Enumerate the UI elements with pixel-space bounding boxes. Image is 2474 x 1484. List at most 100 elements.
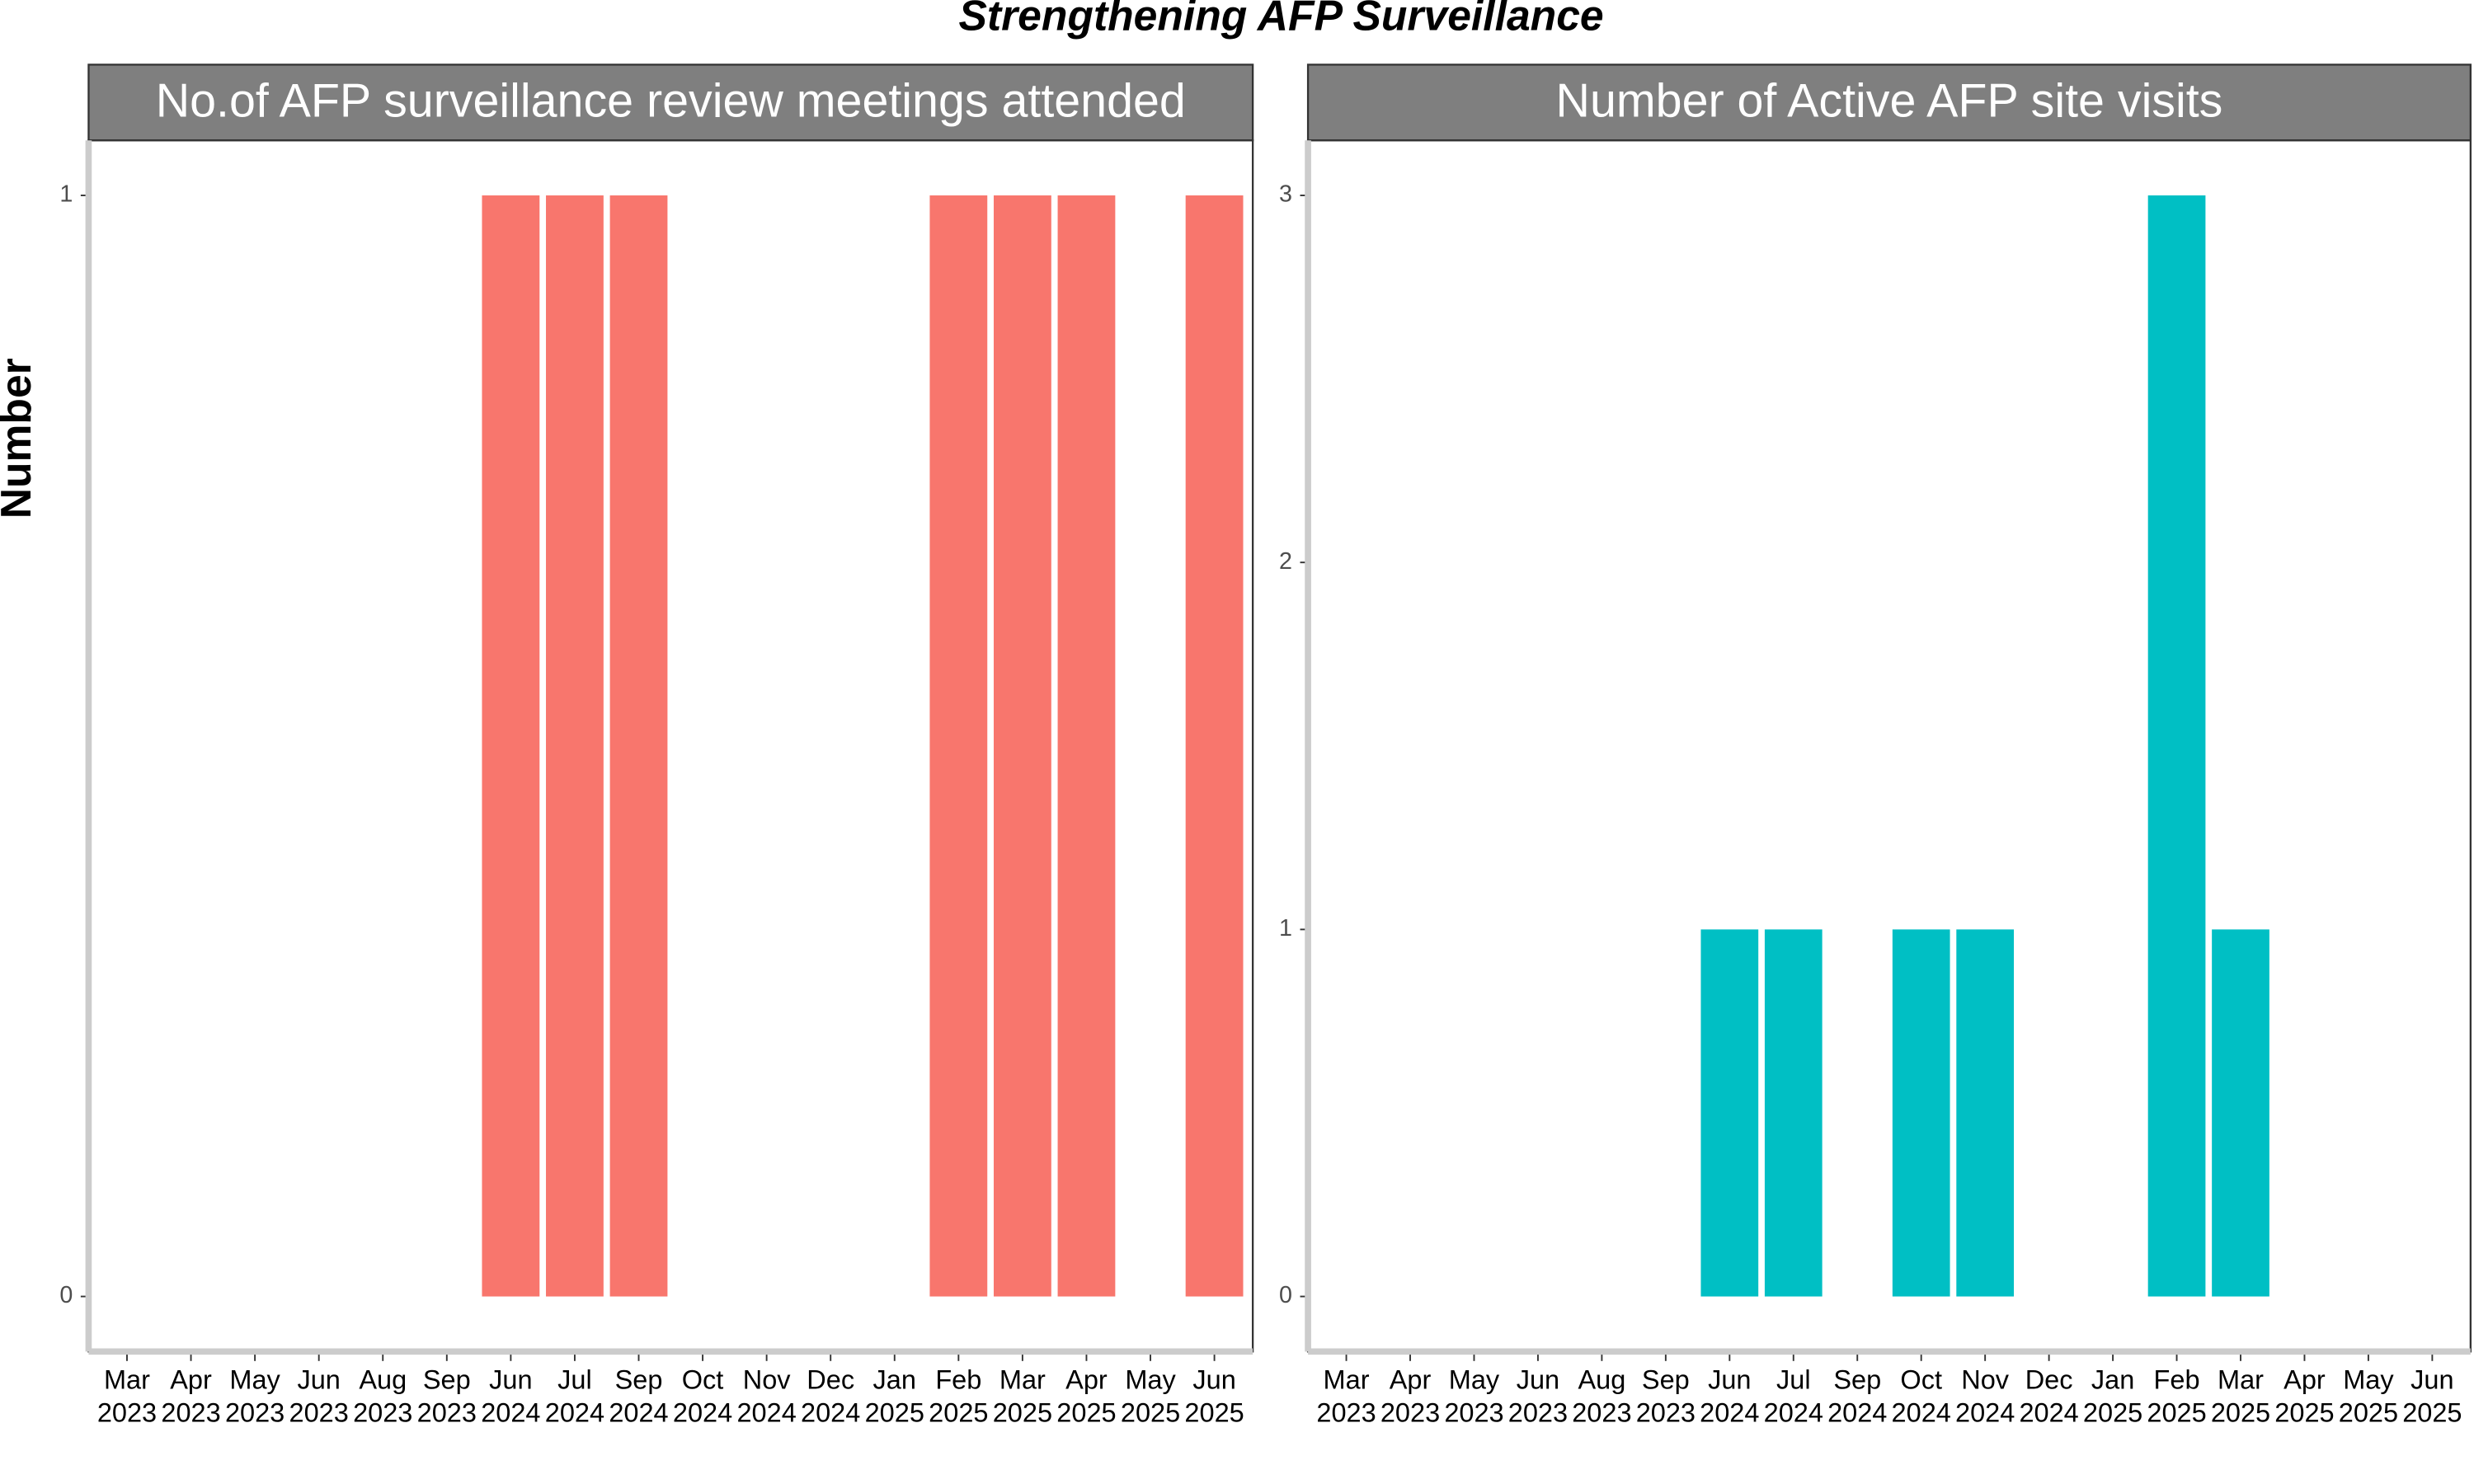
y-axis-label: Number <box>0 358 40 519</box>
x-tick-label: 2023 <box>1636 1397 1696 1427</box>
x-tick-label: May <box>2343 1364 2394 1394</box>
facet-title: Number of Active AFP site visits <box>1556 74 2223 127</box>
x-tick-label: 2023 <box>97 1397 157 1427</box>
x-tick-label: 2025 <box>929 1397 988 1427</box>
panel-border <box>1306 139 2472 1353</box>
x-tick-label: Jan <box>2091 1364 2134 1394</box>
y-tick-label: 3 <box>1279 181 1292 208</box>
x-tick-label: 2023 <box>1444 1397 1503 1427</box>
x-tick-label: 2024 <box>1892 1397 1951 1427</box>
x-tick-label: Jun <box>1192 1364 1235 1394</box>
x-tick-label: Dec <box>807 1364 854 1394</box>
x-tick-label: 2023 <box>1380 1397 1440 1427</box>
x-tick-label: Jul <box>557 1364 592 1394</box>
x-tick-label: 2024 <box>609 1397 668 1427</box>
x-tick-label: Jan <box>873 1364 916 1394</box>
bar <box>2212 929 2269 1297</box>
x-tick-label: 2025 <box>1121 1397 1180 1427</box>
x-tick-label: 2025 <box>1056 1397 1116 1427</box>
x-tick-label: 2023 <box>225 1397 285 1427</box>
x-tick-label: 2025 <box>2083 1397 2142 1427</box>
bar <box>1892 929 1950 1297</box>
x-tick-label: Jun <box>489 1364 532 1394</box>
x-tick-label: 2023 <box>353 1397 412 1427</box>
x-tick-label: Dec <box>2025 1364 2073 1394</box>
x-tick-label: 2025 <box>993 1397 1052 1427</box>
x-tick-label: 2023 <box>1572 1397 1631 1427</box>
x-tick-label: Apr <box>2284 1364 2326 1394</box>
x-tick-label: 2024 <box>1700 1397 1759 1427</box>
bar <box>1700 929 1759 1297</box>
x-tick-label: Mar <box>104 1364 150 1394</box>
x-tick-label: May <box>229 1364 280 1394</box>
bar <box>1185 195 1244 1297</box>
x-tick-label: Jun <box>1708 1364 1751 1394</box>
x-tick-label: Feb <box>935 1364 981 1394</box>
x-tick-label: May <box>1125 1364 1176 1394</box>
x-tick-label: Apr <box>1390 1364 1432 1394</box>
x-tick-label: Jun <box>2411 1364 2453 1394</box>
x-tick-label: 2024 <box>2019 1397 2078 1427</box>
y-tick-label: 0 <box>1279 1282 1292 1308</box>
x-tick-label: 2024 <box>673 1397 732 1427</box>
x-tick-label: Apr <box>1065 1364 1108 1394</box>
x-tick-label: 2024 <box>481 1397 540 1427</box>
bar <box>482 195 540 1297</box>
bar <box>1057 195 1116 1297</box>
x-tick-label: Nov <box>1961 1364 2010 1394</box>
x-tick-label: May <box>1449 1364 1500 1394</box>
bar <box>1764 929 1823 1297</box>
facet-title: No.of AFP surveillance review meetings a… <box>156 74 1186 127</box>
x-tick-label: Aug <box>359 1364 407 1394</box>
x-tick-label: Mar <box>999 1364 1046 1394</box>
x-tick-label: 2024 <box>801 1397 860 1427</box>
x-tick-label: 2025 <box>2274 1397 2334 1427</box>
bar <box>546 195 604 1297</box>
x-tick-label: Mar <box>1324 1364 1370 1394</box>
x-tick-label: 2023 <box>289 1397 349 1427</box>
y-tick-label: 2 <box>1279 548 1292 575</box>
bar <box>993 195 1051 1297</box>
x-tick-label: Sep <box>1642 1364 1690 1394</box>
x-tick-label: 2023 <box>417 1397 477 1427</box>
x-tick-label: Feb <box>2154 1364 2200 1394</box>
x-tick-label: 2025 <box>865 1397 924 1427</box>
x-tick-label: 2023 <box>1316 1397 1376 1427</box>
x-tick-label: Sep <box>615 1364 663 1394</box>
x-tick-label: Oct <box>682 1364 724 1394</box>
x-tick-label: Jun <box>297 1364 340 1394</box>
x-tick-label: Apr <box>170 1364 212 1394</box>
facet-strip <box>87 63 1254 142</box>
x-tick-label: 2025 <box>2211 1397 2270 1427</box>
x-tick-label: 2024 <box>545 1397 604 1427</box>
x-tick-label: Mar <box>2218 1364 2264 1394</box>
x-tick-label: 2023 <box>161 1397 220 1427</box>
y-tick-label: 0 <box>59 1282 73 1308</box>
x-tick-label: 2024 <box>1827 1397 1887 1427</box>
x-tick-label: 2023 <box>1508 1397 1568 1427</box>
x-tick-label: 2025 <box>1184 1397 1244 1427</box>
bar <box>609 195 668 1297</box>
y-tick-label: 1 <box>1279 915 1292 942</box>
bar <box>1956 929 2015 1297</box>
y-tick-label: 1 <box>59 181 73 208</box>
x-tick-label: Jun <box>1517 1364 1559 1394</box>
x-tick-label: Oct <box>1900 1364 1942 1394</box>
chart-title: Strengthening AFP Surveillance <box>958 0 1603 40</box>
bar <box>2147 195 2206 1297</box>
x-tick-label: 2025 <box>2402 1397 2462 1427</box>
x-tick-label: Nov <box>743 1364 792 1394</box>
x-tick-label: 2024 <box>1764 1397 1823 1427</box>
facet-strip <box>1306 63 2472 142</box>
x-tick-label: 2025 <box>2339 1397 2398 1427</box>
x-tick-label: 2025 <box>2147 1397 2206 1427</box>
x-tick-label: Sep <box>423 1364 471 1394</box>
bar <box>929 195 988 1297</box>
x-tick-label: 2024 <box>736 1397 796 1427</box>
x-tick-label: Jul <box>1776 1364 1811 1394</box>
x-tick-label: Aug <box>1578 1364 1625 1394</box>
x-tick-label: 2024 <box>1955 1397 2015 1427</box>
x-tick-label: Sep <box>1833 1364 1881 1394</box>
